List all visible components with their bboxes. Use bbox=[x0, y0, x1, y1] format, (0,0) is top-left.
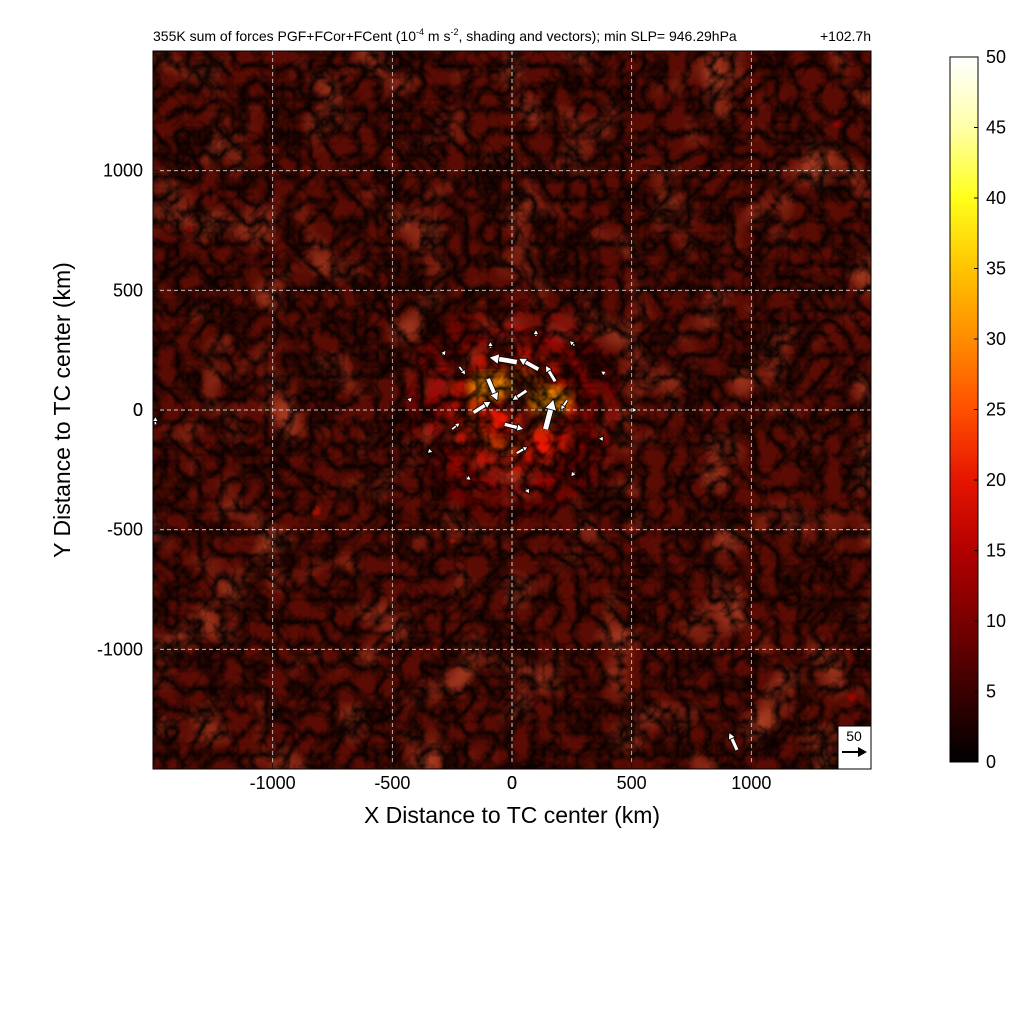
force-vector bbox=[426, 447, 434, 454]
reference-vector-key: 50 bbox=[837, 725, 872, 770]
colorbar-ticks: 0 5 10 15 20 25 30 35 40 45 50 bbox=[974, 47, 1006, 772]
y-tick-label: 1000 bbox=[103, 161, 143, 181]
colorbar-tick-label: 0 bbox=[986, 752, 996, 772]
force-vector bbox=[728, 731, 740, 751]
force-vector bbox=[532, 328, 540, 336]
force-vector bbox=[631, 406, 639, 414]
force-vector bbox=[451, 422, 461, 431]
force-vector bbox=[458, 365, 467, 376]
x-tick-label: 0 bbox=[507, 773, 517, 793]
chart-time-label: +102.7h bbox=[820, 28, 871, 44]
force-vector bbox=[570, 470, 577, 478]
colorbar: 0 5 10 15 20 25 30 35 40 45 50 bbox=[949, 47, 1006, 772]
force-vector bbox=[511, 388, 528, 401]
force-vector bbox=[599, 370, 607, 377]
force-vector bbox=[597, 435, 604, 443]
colorbar-tick-label: 5 bbox=[986, 682, 996, 702]
colorbar-tick-label: 40 bbox=[986, 188, 1006, 208]
colorbar-gradient bbox=[949, 56, 979, 763]
force-vector bbox=[545, 364, 558, 383]
x-tick-label: 1000 bbox=[731, 773, 771, 793]
force-vector bbox=[542, 398, 558, 431]
force-vector bbox=[464, 474, 472, 481]
colorbar-tick-label: 10 bbox=[986, 611, 1006, 631]
chart-title: 355K sum of forces PGF+FCor+FCent (10-4 … bbox=[153, 27, 737, 44]
colorbar-tick-label: 25 bbox=[986, 400, 1006, 420]
heatmap-plot-area bbox=[153, 51, 871, 769]
force-vector bbox=[472, 400, 492, 415]
y-tick-label: 0 bbox=[133, 400, 143, 420]
force-vector bbox=[487, 340, 494, 348]
force-vector bbox=[439, 349, 447, 357]
colorbar-tick-label: 30 bbox=[986, 329, 1006, 349]
x-tick-label: 500 bbox=[617, 773, 647, 793]
x-tick-label: -500 bbox=[374, 773, 410, 793]
force-vector bbox=[523, 487, 530, 495]
force-vector bbox=[406, 396, 413, 404]
force-vector bbox=[488, 353, 518, 366]
reference-vector-label: 50 bbox=[846, 728, 862, 744]
force-vectors bbox=[153, 328, 740, 751]
y-tick-label: -500 bbox=[107, 520, 143, 540]
force-vector bbox=[504, 421, 525, 432]
force-vector bbox=[153, 415, 159, 425]
grid-lines bbox=[153, 51, 871, 769]
reference-vector-box bbox=[837, 725, 872, 770]
force-vector bbox=[485, 377, 499, 402]
y-tick-label: 500 bbox=[113, 280, 143, 300]
y-tick-label: 0 bbox=[133, 400, 143, 420]
colorbar-tick-label: 35 bbox=[986, 259, 1006, 279]
force-vector bbox=[560, 399, 569, 411]
y-axis-title: Y Distance to TC center (km) bbox=[49, 262, 75, 558]
x-axis-title: X Distance to TC center (km) bbox=[364, 802, 660, 828]
colorbar-tick-label: 50 bbox=[986, 47, 1006, 67]
colorbar-tick-label: 20 bbox=[986, 470, 1006, 490]
force-vector bbox=[515, 446, 529, 455]
force-vector bbox=[568, 340, 576, 347]
x-tick-label: -1000 bbox=[250, 773, 296, 793]
colorbar-tick-label: 15 bbox=[986, 541, 1006, 561]
force-vector bbox=[517, 357, 540, 372]
x-tick-label: 0 bbox=[507, 773, 517, 793]
reference-vector-arrow-head bbox=[858, 747, 867, 757]
y-tick-label: -1000 bbox=[97, 639, 143, 659]
colorbar-tick-label: 45 bbox=[986, 118, 1006, 138]
